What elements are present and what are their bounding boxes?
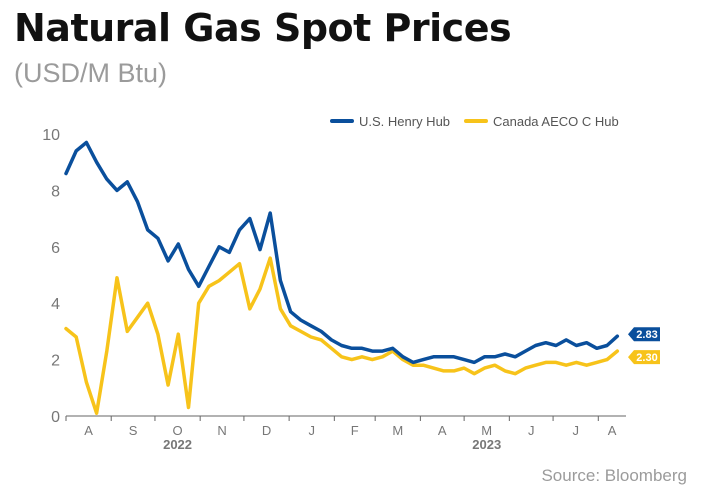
x-tick-label: J (528, 423, 535, 438)
x-tick-label: S (129, 423, 138, 438)
y-tick-label: 0 (51, 409, 60, 426)
chart-title: Natural Gas Spot Prices (14, 6, 512, 50)
y-tick-label: 6 (51, 240, 60, 257)
x-tick-label: N (217, 423, 226, 438)
y-tick-label: 4 (51, 296, 60, 313)
year-label: 2022 (163, 437, 192, 452)
x-tick-label: F (351, 423, 359, 438)
end-value-tag: 2.30 (628, 350, 660, 365)
end-value-label: 2.83 (636, 329, 657, 341)
x-tick-label: M (481, 423, 492, 438)
x-tick-label: J (308, 423, 315, 438)
series-line-aeco-c-hub (64, 256, 620, 415)
x-tick-label: M (392, 423, 403, 438)
end-value-label: 2.30 (636, 352, 657, 364)
chart-subtitle: (USD/M Btu) (14, 58, 168, 88)
y-tick-label: 2 (51, 353, 60, 370)
x-tick-label: A (84, 423, 93, 438)
legend-label: U.S. Henry Hub (359, 114, 450, 129)
source-note: Source: Bloomberg (541, 466, 687, 485)
end-value-tag-shape (628, 350, 660, 365)
x-tick-label: A (438, 423, 447, 438)
x-tick-label: D (262, 423, 271, 438)
y-tick-label: 10 (42, 127, 60, 144)
x-tick-label: J (572, 423, 579, 438)
x-tick-label: O (173, 423, 183, 438)
series-line-henry-hub (64, 140, 620, 365)
year-label: 2023 (472, 437, 501, 452)
x-tick-label: A (608, 423, 617, 438)
end-value-tag: 2.83 (628, 327, 660, 342)
end-value-tag-shape (628, 327, 660, 342)
y-tick-label: 8 (51, 183, 60, 200)
legend-label: Canada AECO C Hub (493, 114, 619, 129)
